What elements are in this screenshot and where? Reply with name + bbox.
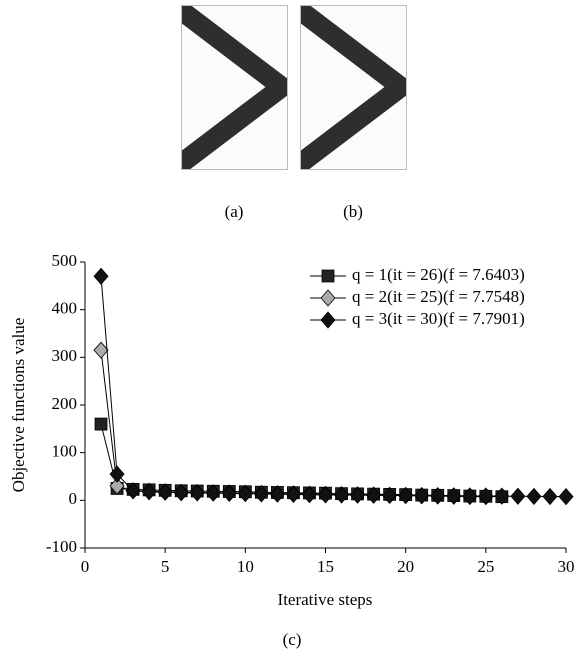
x-tick-label: 20 <box>397 557 414 576</box>
y-tick-label: 0 <box>69 489 78 508</box>
marker <box>94 342 108 358</box>
legend-marker <box>321 290 335 306</box>
legend-marker <box>321 312 335 328</box>
caption: (a) <box>225 202 244 221</box>
image-b <box>289 2 407 172</box>
y-tick-label: 300 <box>52 346 78 365</box>
legend-label: q = 1(it = 26)(f = 7.6403) <box>352 265 525 284</box>
image-a <box>170 2 288 172</box>
x-tick-label: 25 <box>477 557 494 576</box>
y-tick-label: 500 <box>52 251 78 270</box>
caption: (b) <box>343 202 363 221</box>
x-tick-label: 10 <box>237 557 254 576</box>
caption: (c) <box>283 630 302 649</box>
figure: (a) (b) (c) Iterative steps Objective fu… <box>0 0 580 663</box>
marker <box>527 488 541 504</box>
legend-label: q = 3(it = 30)(f = 7.7901) <box>352 309 525 328</box>
page: (a) (b) (c) Iterative steps Objective fu… <box>0 0 580 663</box>
marker <box>511 488 525 504</box>
y-tick-label: 400 <box>52 299 78 318</box>
marker <box>559 489 573 505</box>
x-tick-label: 0 <box>81 557 90 576</box>
x-axis-label: Iterative steps <box>278 590 373 609</box>
legend-marker <box>322 270 334 282</box>
legend-label: q = 2(it = 25)(f = 7.7548) <box>352 287 525 306</box>
y-tick-label: -100 <box>46 537 77 556</box>
series-line <box>101 350 486 496</box>
marker <box>543 489 557 505</box>
x-tick-label: 15 <box>317 557 334 576</box>
marker <box>94 268 108 284</box>
marker <box>95 418 107 430</box>
y-tick-label: 100 <box>52 442 78 461</box>
y-axis-label: Objective functions value <box>9 318 28 493</box>
y-tick-label: 200 <box>52 394 78 413</box>
x-tick-label: 5 <box>161 557 170 576</box>
x-tick-label: 30 <box>558 557 575 576</box>
